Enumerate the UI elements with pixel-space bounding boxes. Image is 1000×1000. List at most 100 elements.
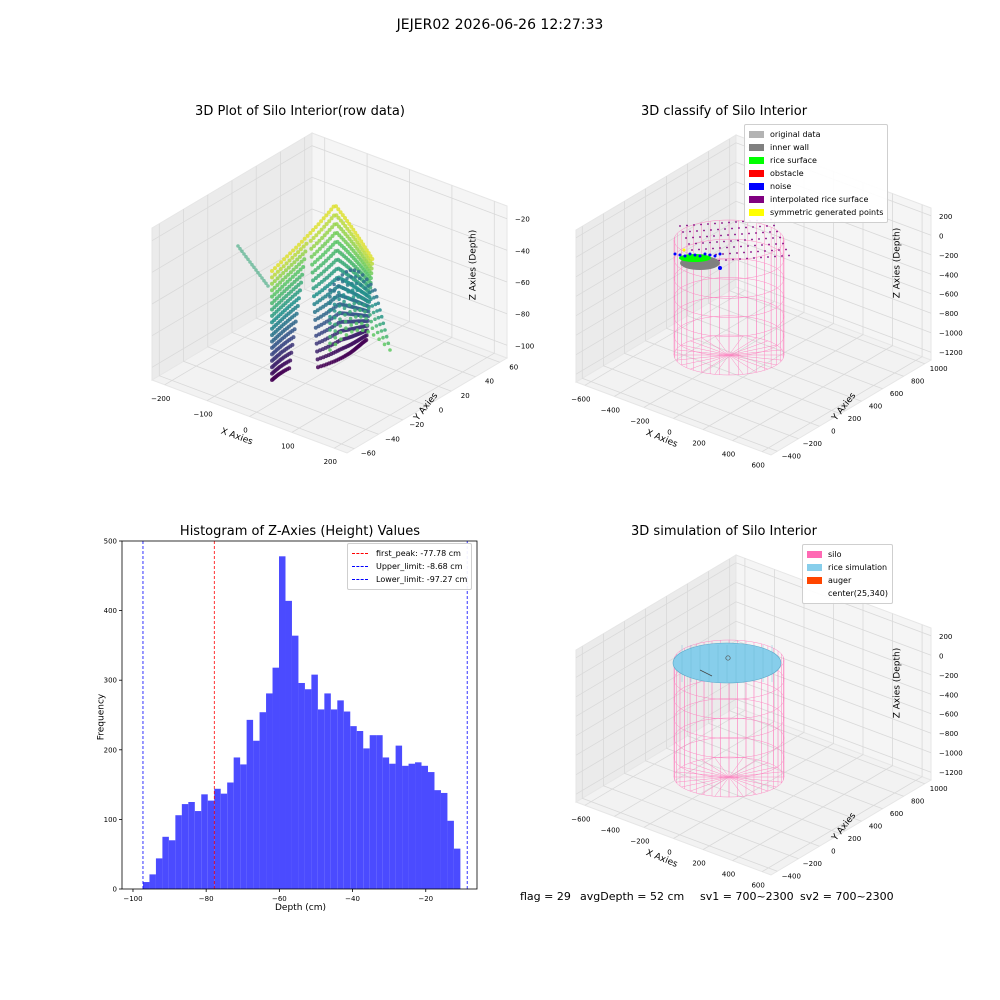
raw-point [328, 314, 332, 319]
y-tick-label: 200 [104, 746, 117, 754]
raw-point [254, 268, 258, 272]
interpolated-point [713, 235, 715, 237]
raw-point [318, 263, 323, 268]
interpolated-point [730, 240, 732, 242]
noise-point [693, 253, 697, 257]
raw-point [368, 313, 372, 317]
legend-label: symmetric generated points [770, 208, 884, 217]
raw-point [289, 350, 294, 355]
interpolated-point [741, 233, 743, 235]
interpolated-point [782, 242, 784, 245]
y-tick-label: 0 [113, 886, 117, 894]
simulation-x-tick: −200 [630, 837, 649, 845]
raw-point [371, 310, 376, 315]
raw-point [386, 341, 391, 346]
raw-point [328, 334, 332, 339]
interpolated-point [746, 257, 748, 260]
raw-point [333, 322, 337, 327]
raw-point [357, 236, 362, 241]
raw-point [250, 262, 254, 267]
raw-point [353, 275, 358, 279]
interpolated-point [696, 230, 698, 232]
histogram-plot: −100 −80 −60 −40 −20 0 100 200 300 400 500 [104, 538, 478, 903]
legend-label: noise [770, 182, 792, 191]
raw-point [316, 222, 321, 227]
raw-scatter-points [236, 204, 392, 382]
interpolated-point [759, 225, 761, 228]
histogram-bar [428, 772, 435, 889]
histogram-bar [421, 765, 428, 889]
histogram-bar [324, 693, 331, 889]
raw-point [341, 293, 346, 297]
legend-line [352, 579, 368, 580]
raw-point [366, 284, 371, 288]
sv1-readout: sv1 = 700~2300 [700, 890, 794, 903]
interpolated-point [785, 248, 787, 251]
interpolated-point [700, 223, 702, 226]
raw-point [369, 271, 374, 276]
raw-point [315, 257, 320, 262]
interpolated-point [753, 257, 755, 259]
raw-point [252, 265, 256, 270]
legend-label: rice surface [770, 156, 817, 165]
interpolated-point [710, 229, 712, 231]
raw-point [313, 268, 318, 273]
raw-point [322, 224, 327, 229]
raw-point [357, 276, 362, 281]
raw-point [328, 348, 332, 352]
raw-point [282, 289, 287, 294]
raw-point [297, 275, 302, 280]
interpolated-point [693, 224, 695, 226]
raw-point [343, 319, 348, 324]
simulation-y-tick: 800 [911, 797, 924, 805]
interpolated-point [745, 226, 747, 229]
raw-point [311, 228, 316, 232]
raw-point [371, 333, 376, 337]
raw-point [341, 221, 346, 226]
raw-point [334, 204, 338, 209]
legend-entry: Lower_limit: -97.27 cm [352, 573, 467, 586]
raw-grid [151, 137, 508, 450]
simulation-y-tick: 0 [831, 847, 835, 855]
legend-entry: original data [749, 128, 883, 141]
legend-entry: first_peak: -77.78 cm [352, 547, 467, 560]
raw-x-tick: 200 [324, 458, 337, 466]
interpolated-point [778, 249, 780, 251]
raw-point [311, 286, 316, 291]
classify-z-axis-label: Z Axies (Depth) [892, 227, 903, 299]
raw-point [319, 219, 324, 224]
raw-point [280, 277, 285, 282]
raw-point [275, 289, 280, 294]
raw-point [297, 262, 301, 267]
raw-point [266, 284, 270, 288]
raw-point [367, 306, 371, 311]
raw-point [378, 322, 382, 327]
interpolated-point [752, 226, 754, 228]
raw-point [288, 358, 293, 363]
raw-point [290, 255, 295, 260]
legend-swatch [749, 209, 764, 216]
legend-entry: center(25,340) [807, 587, 888, 600]
raw-point [338, 218, 343, 223]
raw-point [344, 333, 349, 337]
histogram-legend: first_peak: -77.78 cm Upper_limit: -8.68 … [347, 543, 473, 590]
histogram-title: Histogram of Z-Axies (Height) Values [179, 524, 421, 539]
raw-point [379, 329, 384, 333]
interpolated-point [737, 239, 739, 242]
raw-x-tick: −200 [151, 395, 170, 403]
y-tick-label: 300 [104, 677, 117, 685]
histogram-bar [402, 765, 409, 889]
raw-point [289, 262, 294, 267]
interpolated-point [736, 252, 738, 254]
raw-point [332, 282, 336, 287]
raw-point [346, 290, 351, 294]
classify-y-tick: 800 [911, 377, 924, 385]
legend-label: center(25,340) [828, 589, 888, 598]
raw-point [332, 309, 337, 313]
raw-point [281, 264, 286, 269]
interpolated-point [717, 228, 719, 231]
raw-point [303, 249, 308, 254]
simulation-y-tick: 200 [848, 835, 861, 843]
raw-point [329, 207, 334, 212]
legend-swatch [807, 564, 822, 571]
